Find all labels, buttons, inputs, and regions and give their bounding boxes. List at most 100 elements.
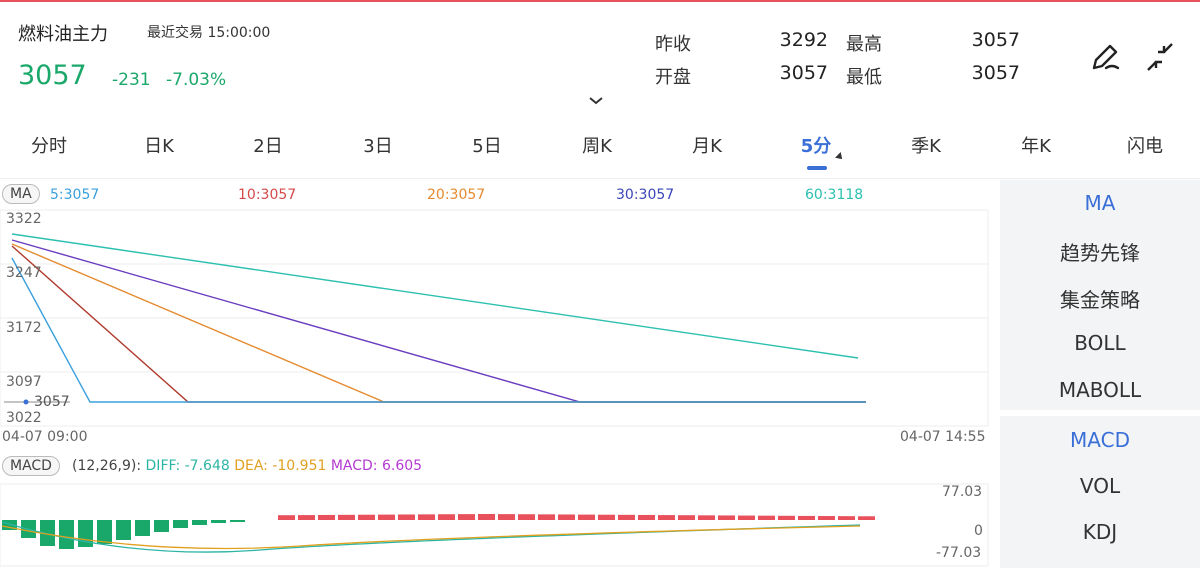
tab-flash[interactable]: 闪电	[1127, 136, 1163, 157]
ma30-value: 30:3057	[616, 187, 675, 203]
macd-chart[interactable]	[0, 482, 990, 568]
y-tick-label: 3322	[6, 211, 42, 227]
macd-bar-negative	[2, 520, 17, 530]
ma10-value: 10:3057	[238, 187, 297, 203]
macd-y-tick: -77.03	[936, 545, 982, 561]
macd-bar-positive	[458, 514, 475, 520]
open-value: 3057	[779, 62, 828, 84]
macd-bar-positive	[738, 515, 755, 520]
tab-week-k[interactable]: 周K	[582, 136, 612, 157]
macd-bar-positive	[598, 514, 615, 520]
main-chart[interactable]	[0, 208, 990, 428]
y-tick-label: 3097	[6, 374, 42, 390]
macd-bar-positive	[838, 516, 855, 520]
panel-item-boll[interactable]: BOLL	[1074, 331, 1126, 355]
time-start-label: 04-07 09:00	[2, 429, 88, 445]
panel-item-macd[interactable]: MACD	[1070, 428, 1130, 452]
y-tick-label: 3172	[6, 320, 42, 336]
open-label: 开盘	[655, 67, 691, 88]
price-change-pct: -7.03%	[166, 70, 227, 90]
ma20-line	[11, 243, 866, 403]
panel-item-strategy[interactable]: 集金策略	[1060, 288, 1140, 312]
indicator-panel-sub: MACD VOL KDJ	[1000, 416, 1200, 568]
macd-bar-negative	[135, 520, 150, 536]
macd-bar-negative	[154, 520, 169, 532]
macd-diff: DIFF: -7.648	[145, 458, 230, 474]
macd-y-tick: 77.03	[942, 484, 983, 500]
tab-day-k[interactable]: 日K	[144, 136, 174, 157]
expand-chevron-icon[interactable]	[588, 96, 604, 106]
tab-3day[interactable]: 3日	[363, 136, 393, 157]
macd-bar-positive	[758, 515, 775, 520]
macd-bar-negative	[116, 520, 131, 540]
macd-bar-positive	[778, 515, 795, 520]
ma-badge[interactable]: MA	[2, 184, 40, 204]
macd-bar-positive	[678, 515, 695, 520]
macd-dea-line	[1, 525, 861, 550]
macd-params: (12,26,9):	[72, 458, 142, 474]
macd-bar-positive	[818, 516, 835, 520]
ma60-line	[11, 233, 859, 359]
macd-bar-positive	[478, 514, 495, 520]
macd-bar-negative	[211, 520, 226, 523]
ma5-line	[11, 257, 866, 403]
macd-bar-positive	[298, 515, 315, 520]
active-tab-underline	[807, 166, 827, 170]
tab-5day[interactable]: 5日	[472, 136, 502, 157]
macd-histogram	[2, 514, 875, 549]
macd-bar-positive	[518, 514, 535, 520]
panel-item-ma[interactable]: MA	[1084, 191, 1116, 215]
macd-bar-positive	[398, 514, 415, 520]
divider	[0, 178, 1200, 179]
macd-bar-negative	[230, 520, 245, 522]
tab-season-k[interactable]: 季K	[911, 136, 941, 157]
macd-bar-positive	[338, 514, 355, 520]
macd-bar-positive	[558, 514, 575, 520]
time-end-label: 04-07 14:55	[900, 429, 986, 445]
macd-bar-negative	[173, 520, 188, 528]
macd-macd: MACD: 6.605	[330, 458, 423, 474]
macd-bar-positive	[358, 514, 375, 520]
panel-item-vol[interactable]: VOL	[1079, 474, 1121, 498]
low-label: 最低	[846, 67, 882, 88]
price-change: -231	[112, 70, 151, 90]
panel-item-trend[interactable]: 趋势先锋	[1060, 241, 1140, 265]
ma5-value: 5:3057	[50, 187, 100, 203]
macd-y-tick: 0	[974, 523, 983, 539]
high-value: 3057	[971, 29, 1020, 51]
tab-fenshi[interactable]: 分时	[31, 136, 67, 157]
macd-bar-positive	[618, 514, 635, 520]
last-price-dot	[23, 399, 29, 405]
tab-2day[interactable]: 2日	[253, 136, 283, 157]
tab-year-k[interactable]: 年K	[1021, 136, 1051, 157]
panel-item-maboll[interactable]: MABOLL	[1058, 378, 1142, 402]
panel-item-kdj[interactable]: KDJ	[1082, 520, 1118, 544]
collapse-arrows-icon[interactable]	[1144, 40, 1178, 74]
macd-dea: DEA: -10.951	[234, 458, 327, 474]
macd-bar-positive	[658, 515, 675, 520]
low-value: 3057	[971, 62, 1020, 84]
draw-pen-icon[interactable]	[1088, 40, 1122, 74]
macd-bar-positive	[798, 515, 815, 520]
ma10-line	[11, 245, 866, 403]
tab-5min[interactable]: 5分	[800, 136, 832, 157]
macd-bar-negative	[40, 520, 55, 546]
top-accent-line	[0, 0, 1200, 2]
ma20-value: 20:3057	[427, 187, 486, 203]
macd-bar-positive	[638, 514, 655, 520]
tab-month-k[interactable]: 月K	[692, 136, 722, 157]
ma60-value: 60:3118	[805, 187, 864, 203]
macd-bar-positive	[698, 515, 715, 520]
period-tabs: 分时 日K 2日 3日 5日 周K 月K 5分 季K 年K 闪电	[0, 132, 1200, 170]
macd-bar-positive	[718, 515, 735, 520]
high-label: 最高	[846, 34, 882, 55]
macd-bar-positive	[318, 514, 335, 520]
macd-values: (12,26,9): DIFF: -7.648 DEA: -10.951 MAC…	[72, 458, 422, 474]
macd-bar-positive	[498, 514, 515, 520]
macd-bar-positive	[278, 515, 295, 520]
macd-bar-positive	[538, 514, 555, 520]
macd-badge[interactable]: MACD	[2, 456, 60, 476]
macd-bar-negative	[192, 520, 207, 525]
main-chart-grid	[0, 209, 989, 427]
macd-bar-positive	[858, 516, 875, 520]
